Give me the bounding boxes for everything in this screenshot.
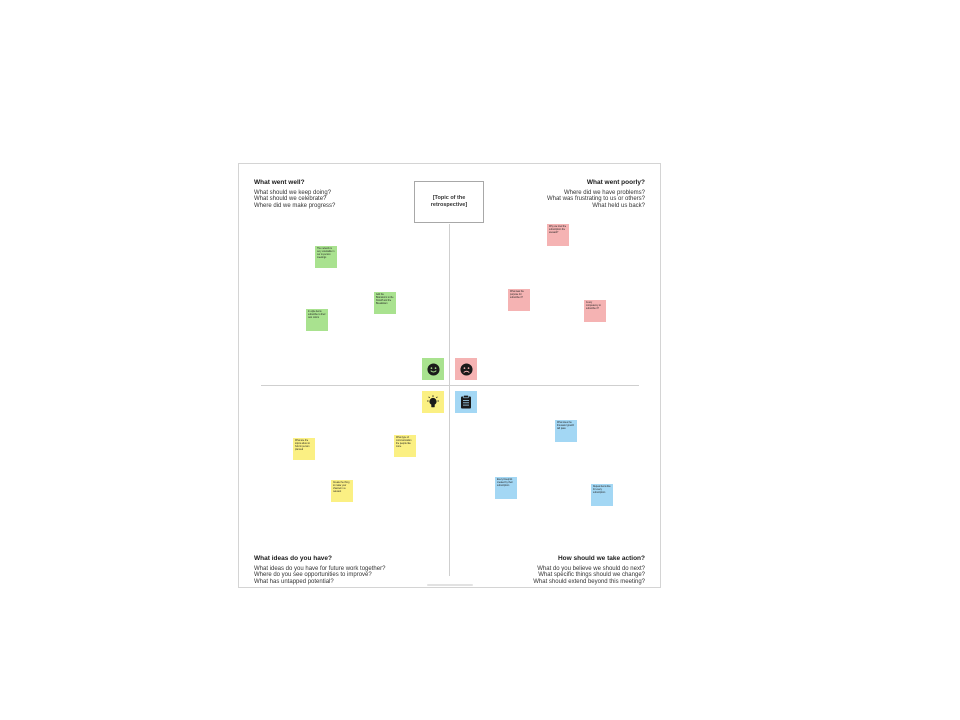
quadrant-well-title: What went well? <box>254 179 305 186</box>
frown-icon <box>459 362 473 376</box>
quadrant-well-line: What should we celebrate? <box>254 196 327 202</box>
well-icon-box <box>422 358 444 380</box>
sticky-note-blue[interactable]: Repeat items like for every subscription <box>591 484 613 506</box>
sticky-note-yellow[interactable]: Create the thing to make your channel in… <box>331 480 353 502</box>
quadrant-action-line: What specific things should we change? <box>538 572 645 578</box>
vertical-divider <box>449 224 450 576</box>
quadrant-poorly-line: Where did we have problems? <box>563 189 645 196</box>
quadrant-ideas-line: What has untapped potential? <box>254 578 334 585</box>
sticky-note-blue[interactable]: Every blueprint created by their subscri… <box>495 477 517 499</box>
sticky-note-red[interactable]: What was the purpose for subscribe it? <box>508 289 530 311</box>
quadrant-ideas-line: Where do you see opportunities to improv… <box>254 572 372 578</box>
quadrant-ideas-line: What ideas do you have for future work t… <box>254 565 386 572</box>
sticky-note-red[interactable]: Why we tried the subscription the stewar… <box>547 224 569 246</box>
quadrant-poorly-line: What held us back? <box>592 202 645 209</box>
ideas-icon-box <box>422 391 444 413</box>
quadrant-well-line: What should we keep doing? <box>254 189 332 196</box>
quadrant-poorly-header: What went poorly? Where did we have prob… <box>546 179 645 209</box>
smile-icon <box>426 362 440 376</box>
quadrant-action-line: What should extend beyond this meeting? <box>533 578 645 585</box>
quadrant-action-header: How should we take action? What do you b… <box>533 555 645 585</box>
retrospective-topic-box[interactable]: [Topic of the retrospective] <box>414 181 484 223</box>
sticky-note-green[interactable]: In-style items subscribe to their own co… <box>306 309 328 331</box>
quadrant-ideas-header: What ideas do you have? What ideas do yo… <box>254 555 386 585</box>
sticky-note-green[interactable]: The network is very unreliable in our in… <box>315 246 337 268</box>
quadrant-poorly-title: What went poorly? <box>586 179 645 186</box>
topic-label: [Topic of the retrospective] <box>430 195 468 208</box>
sticky-note-green[interactable]: Add the Brainstorm to the Kickoff and th… <box>374 292 396 314</box>
poorly-icon-box <box>455 358 477 380</box>
quadrant-action-title: How should we take action? <box>557 555 645 562</box>
lightbulb-icon <box>427 395 439 408</box>
quadrant-well-header: What went well? What should we keep doin… <box>254 179 336 209</box>
clipboard-icon <box>461 395 471 409</box>
sticky-note-blue[interactable]: What does the thousand growth will pass <box>555 420 577 442</box>
horizontal-divider <box>261 385 639 386</box>
sticky-note-yellow[interactable]: What type of communication the people li… <box>394 435 416 457</box>
sticky-note-red[interactable]: Is any competency to subscribe it? <box>584 300 606 322</box>
quadrant-ideas-title: What ideas do you have? <box>254 555 333 562</box>
action-icon-box <box>455 391 477 413</box>
quadrant-action-line: What do you believe we should do next? <box>537 565 645 572</box>
quadrant-poorly-line: What was frustrating to us or others? <box>546 196 645 202</box>
sticky-note-yellow[interactable]: What are the topics about to hold in per… <box>293 438 315 460</box>
quadrant-well-line: Where did we make progress? <box>254 202 336 209</box>
retrospective-board: What went well? What should we keep doin… <box>238 163 661 588</box>
board-scrollbar[interactable] <box>427 584 473 586</box>
